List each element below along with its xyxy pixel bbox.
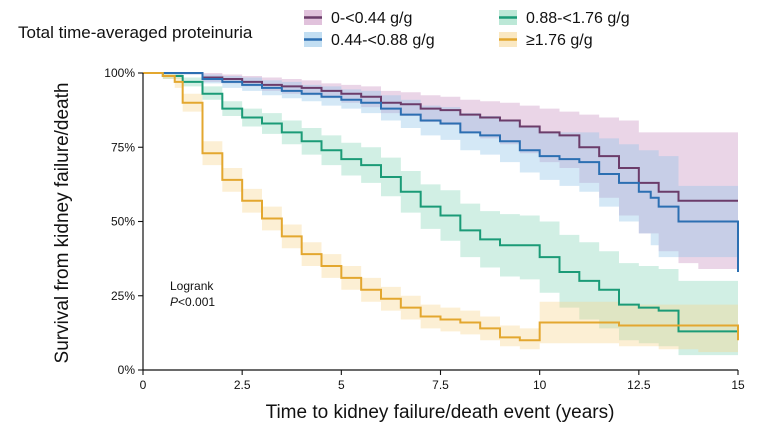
x-tick-label-15: 15	[731, 378, 745, 392]
legend-label-0-lt-0-44-g-g: 0-<0.44 g/g	[331, 10, 412, 27]
y-axis-title: Survival from kidney failure/death	[52, 83, 73, 364]
plot-area: 0 2.5 5 7.5 10 12.5 15 0% 25% 50% 75% 100%	[104, 66, 745, 392]
legend-item-0-44-lt-0-88-g-g: 0.44-<0.88 g/g	[304, 32, 435, 49]
p-italic: P	[170, 295, 178, 309]
legend-label-0-44-lt-0-88-g-g: 0.44-<0.88 g/g	[331, 32, 435, 49]
legend: Total time-averaged proteinuria 0-<0.44 …	[18, 10, 630, 49]
x-axis-title: Time to kidney failure/death event (year…	[266, 402, 615, 423]
x-tick-label-12-5: 12.5	[627, 378, 651, 392]
legend-label-gte-1-76-g-g: ≥1.76 g/g	[526, 32, 593, 49]
y-axis-ticks: 0% 25% 50% 75% 100%	[104, 66, 143, 377]
y-tick-label-100: 100%	[104, 66, 135, 80]
x-tick-label-0: 0	[140, 378, 147, 392]
p-value-label: P<0.001	[170, 295, 215, 309]
logrank-annotation: Logrank P<0.001	[170, 279, 215, 309]
y-tick-label-0: 0%	[118, 363, 136, 377]
legend-label-0-88-lt-1-76-g-g: 0.88-<1.76 g/g	[526, 10, 630, 27]
x-tick-label-2-5: 2.5	[234, 378, 251, 392]
legend-title: Total time-averaged proteinuria	[18, 23, 253, 42]
y-tick-label-75: 75%	[111, 140, 135, 154]
legend-item-gte-1-76-g-g: ≥1.76 g/g	[499, 32, 593, 49]
survival-line-0-44-lt-0-88-g-g	[143, 72, 739, 272]
survival-line-gte-1-76-g-g	[143, 72, 739, 342]
x-tick-label-5: 5	[338, 378, 345, 392]
legend-items: 0-<0.44 g/g 0.44-<0.88 g/g 0.88-<1.76 g/g ≥…	[304, 10, 630, 49]
logrank-label: Logrank	[170, 279, 214, 293]
survival-line-0-88-lt-1-76-g-g	[143, 72, 738, 333]
p-value: <0.001	[178, 295, 215, 309]
confidence-band-0-lt-0-44-g-g	[143, 73, 738, 270]
y-tick-label-50: 50%	[111, 215, 135, 229]
legend-item-0-88-lt-1-76-g-g: 0.88-<1.76 g/g	[499, 10, 630, 27]
survival-lines	[143, 72, 739, 342]
x-axis-ticks: 0 2.5 5 7.5 10 12.5 15	[140, 370, 745, 392]
y-tick-label-25: 25%	[111, 289, 135, 303]
x-tick-label-7-5: 7.5	[432, 378, 449, 392]
legend-item-0-lt-0-44-g-g: 0-<0.44 g/g	[304, 10, 412, 27]
x-tick-label-10: 10	[533, 378, 547, 392]
